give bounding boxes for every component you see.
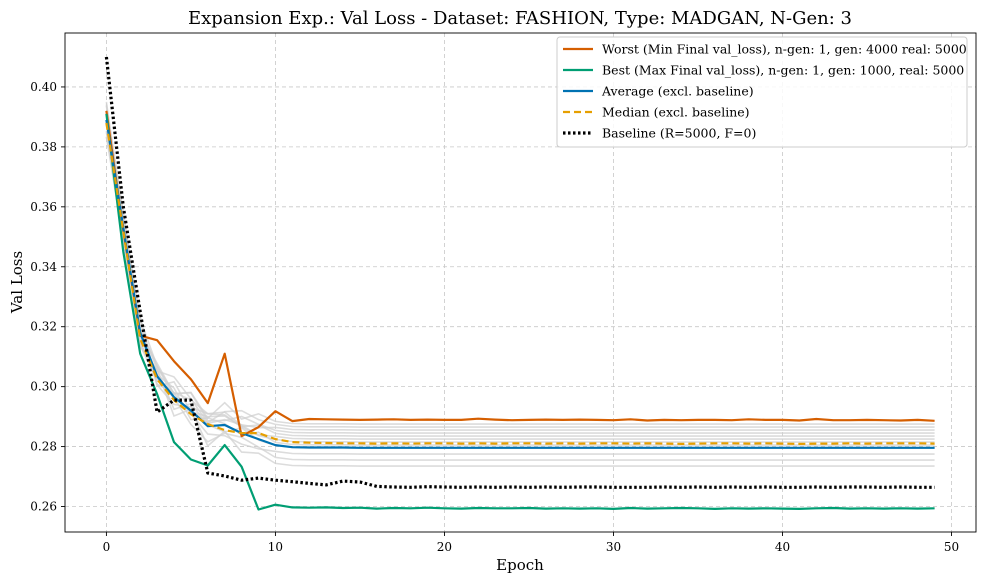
x-tick-label: 0 xyxy=(103,540,111,554)
x-tick-label: 50 xyxy=(944,540,959,554)
y-tick-label: 0.34 xyxy=(30,260,57,274)
background-run-line xyxy=(105,130,935,443)
y-tick-label: 0.38 xyxy=(30,140,57,154)
background-run-line xyxy=(105,136,935,461)
legend-label-2: Best (Max Final val_loss), n-gen: 1, gen… xyxy=(602,63,964,78)
background-run-line xyxy=(105,112,935,437)
y-axis-title: Val Loss xyxy=(8,251,26,314)
background-run-line xyxy=(105,101,935,428)
legend-box xyxy=(556,36,968,148)
background-run-line xyxy=(105,121,935,425)
series-lines xyxy=(104,56,935,511)
background-run-line xyxy=(105,124,935,467)
y-tick-label: 0.26 xyxy=(30,500,57,514)
x-axis: 0 10 20 30 40 50 xyxy=(103,532,959,554)
y-tick-label: 0.32 xyxy=(30,320,57,334)
y-tick-label: 0.30 xyxy=(30,380,57,394)
legend: Worst (Min Final val_loss), n-gen: 1, ge… xyxy=(556,36,968,148)
legend-label-1: Worst (Min Final val_loss), n-gen: 1, ge… xyxy=(602,42,967,57)
legend-label-3: Average (excl. baseline) xyxy=(601,84,754,99)
plot-frame xyxy=(64,32,977,533)
y-tick-label: 0.28 xyxy=(30,440,57,454)
legend-label-4: Median (excl. baseline) xyxy=(602,105,750,120)
y-axis: 0.26 0.28 0.30 0.32 0.34 0.36 0.38 0.40 xyxy=(30,80,65,514)
x-tick-label: 10 xyxy=(268,540,283,554)
series-line-4 xyxy=(105,122,935,445)
legend-label-5: Baseline (R=5000, F=0) xyxy=(602,126,756,141)
y-tick-label: 0.40 xyxy=(30,80,57,94)
x-axis-title: Epoch xyxy=(496,556,544,574)
series-line-5 xyxy=(104,56,935,489)
y-tick-label: 0.36 xyxy=(30,200,57,214)
background-run-line xyxy=(105,122,935,431)
x-tick-label: 30 xyxy=(606,540,621,554)
chart-title: Expansion Exp.: Val Loss - Dataset: FASH… xyxy=(188,8,852,29)
x-tick-label: 20 xyxy=(437,540,452,554)
series-line-2 xyxy=(105,113,935,511)
x-tick-label: 40 xyxy=(775,540,790,554)
background-run-line xyxy=(105,110,935,455)
